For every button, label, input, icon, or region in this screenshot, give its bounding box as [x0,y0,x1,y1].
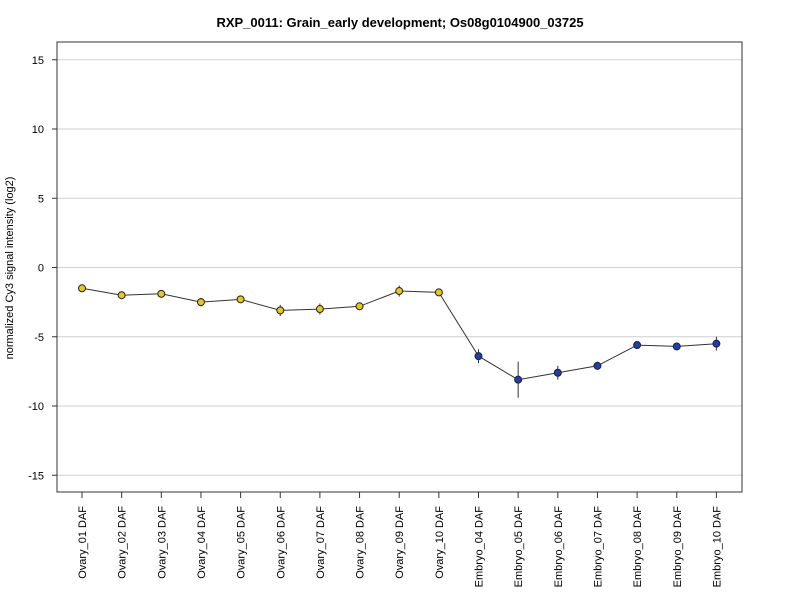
x-tick-label: Embryo_08 DAF [632,506,644,588]
data-point [355,302,364,311]
x-tick-label: Ovary_10 DAF [434,506,446,579]
data-point [474,352,483,361]
x-tick-label: Embryo_07 DAF [592,506,604,588]
series-line [81,287,717,381]
x-tick-label: Ovary_03 DAF [156,506,168,579]
data-point [78,284,86,293]
data-point [236,295,245,304]
chart-title: RXP_0011: Grain_early development; Os08g… [216,15,583,30]
y-tick-label: -10 [28,401,44,413]
x-tick-label: Embryo_06 DAF [553,506,565,588]
x-axis: Ovary_01 DAF Ovary_02 DAF Ovary_03 DAF Ovar… [77,492,723,587]
y-tick-label: -15 [28,470,44,482]
x-tick-label: Ovary_09 DAF [394,506,406,579]
x-tick-label: Ovary_08 DAF [355,506,367,579]
data-point [514,375,523,384]
x-tick-label: Ovary_04 DAF [196,506,208,579]
x-tick-label: Ovary_01 DAF [77,506,89,579]
x-tick-label: Ovary_06 DAF [275,506,287,579]
y-tick-label: 5 [38,193,44,205]
x-tick-label: Embryo_10 DAF [711,506,723,588]
x-tick-label: Embryo_05 DAF [513,506,525,588]
x-tick-label: Embryo_09 DAF [672,506,684,588]
y-axis-label: normalized Cy3 signal intensity (log2) [4,177,16,360]
x-tick-label: Ovary_02 DAF [117,506,129,579]
data-point [276,306,285,315]
plot-frame [56,41,743,493]
data-point [712,339,721,348]
x-tick-label: Embryo_04 DAF [474,506,486,588]
x-tick-label: Ovary_05 DAF [236,506,248,579]
data-point [434,288,443,297]
data-point [196,298,205,307]
data-point [633,341,642,350]
data-point [553,368,562,377]
data-point [117,291,126,300]
data-point [157,289,166,298]
data-point [672,342,681,351]
y-tick-label: 0 [38,263,44,275]
data-point [395,287,404,296]
data-point [593,361,602,370]
x-tick-label: Ovary_07 DAF [315,506,327,579]
y-axis: -15 -10 -5 0 5 10 15 [28,55,57,482]
grid-lines [57,59,742,476]
y-tick-label: -5 [34,332,44,344]
series [78,284,721,398]
data-point [315,305,324,314]
y-tick-label: 15 [32,55,44,67]
y-tick-label: 10 [32,124,44,136]
